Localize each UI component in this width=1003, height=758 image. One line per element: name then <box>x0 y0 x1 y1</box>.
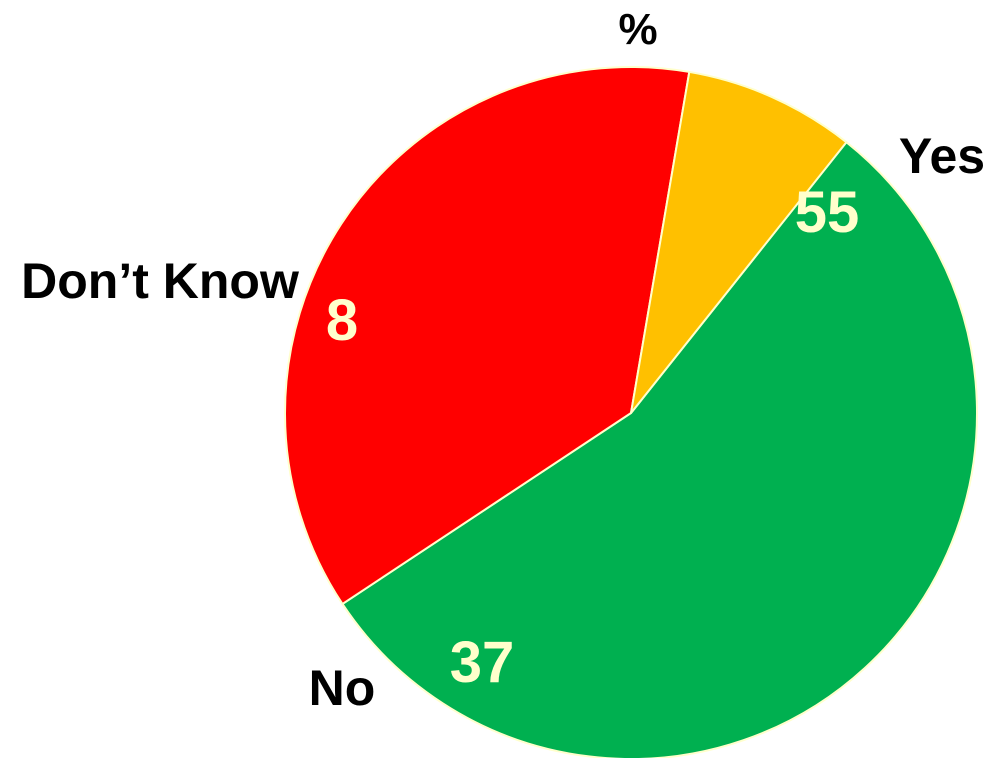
slice-category-label-yes: Yes <box>899 128 985 184</box>
slice-value-label-yes: 55 <box>795 180 860 245</box>
pie-slices <box>285 67 977 758</box>
chart-title: % <box>618 5 657 54</box>
slice-value-label-don-t-know: 8 <box>326 288 358 353</box>
slice-category-label-no: No <box>309 660 376 716</box>
slice-category-label-don-t-know: Don’t Know <box>21 253 299 309</box>
slice-value-label-no: 37 <box>450 630 515 695</box>
